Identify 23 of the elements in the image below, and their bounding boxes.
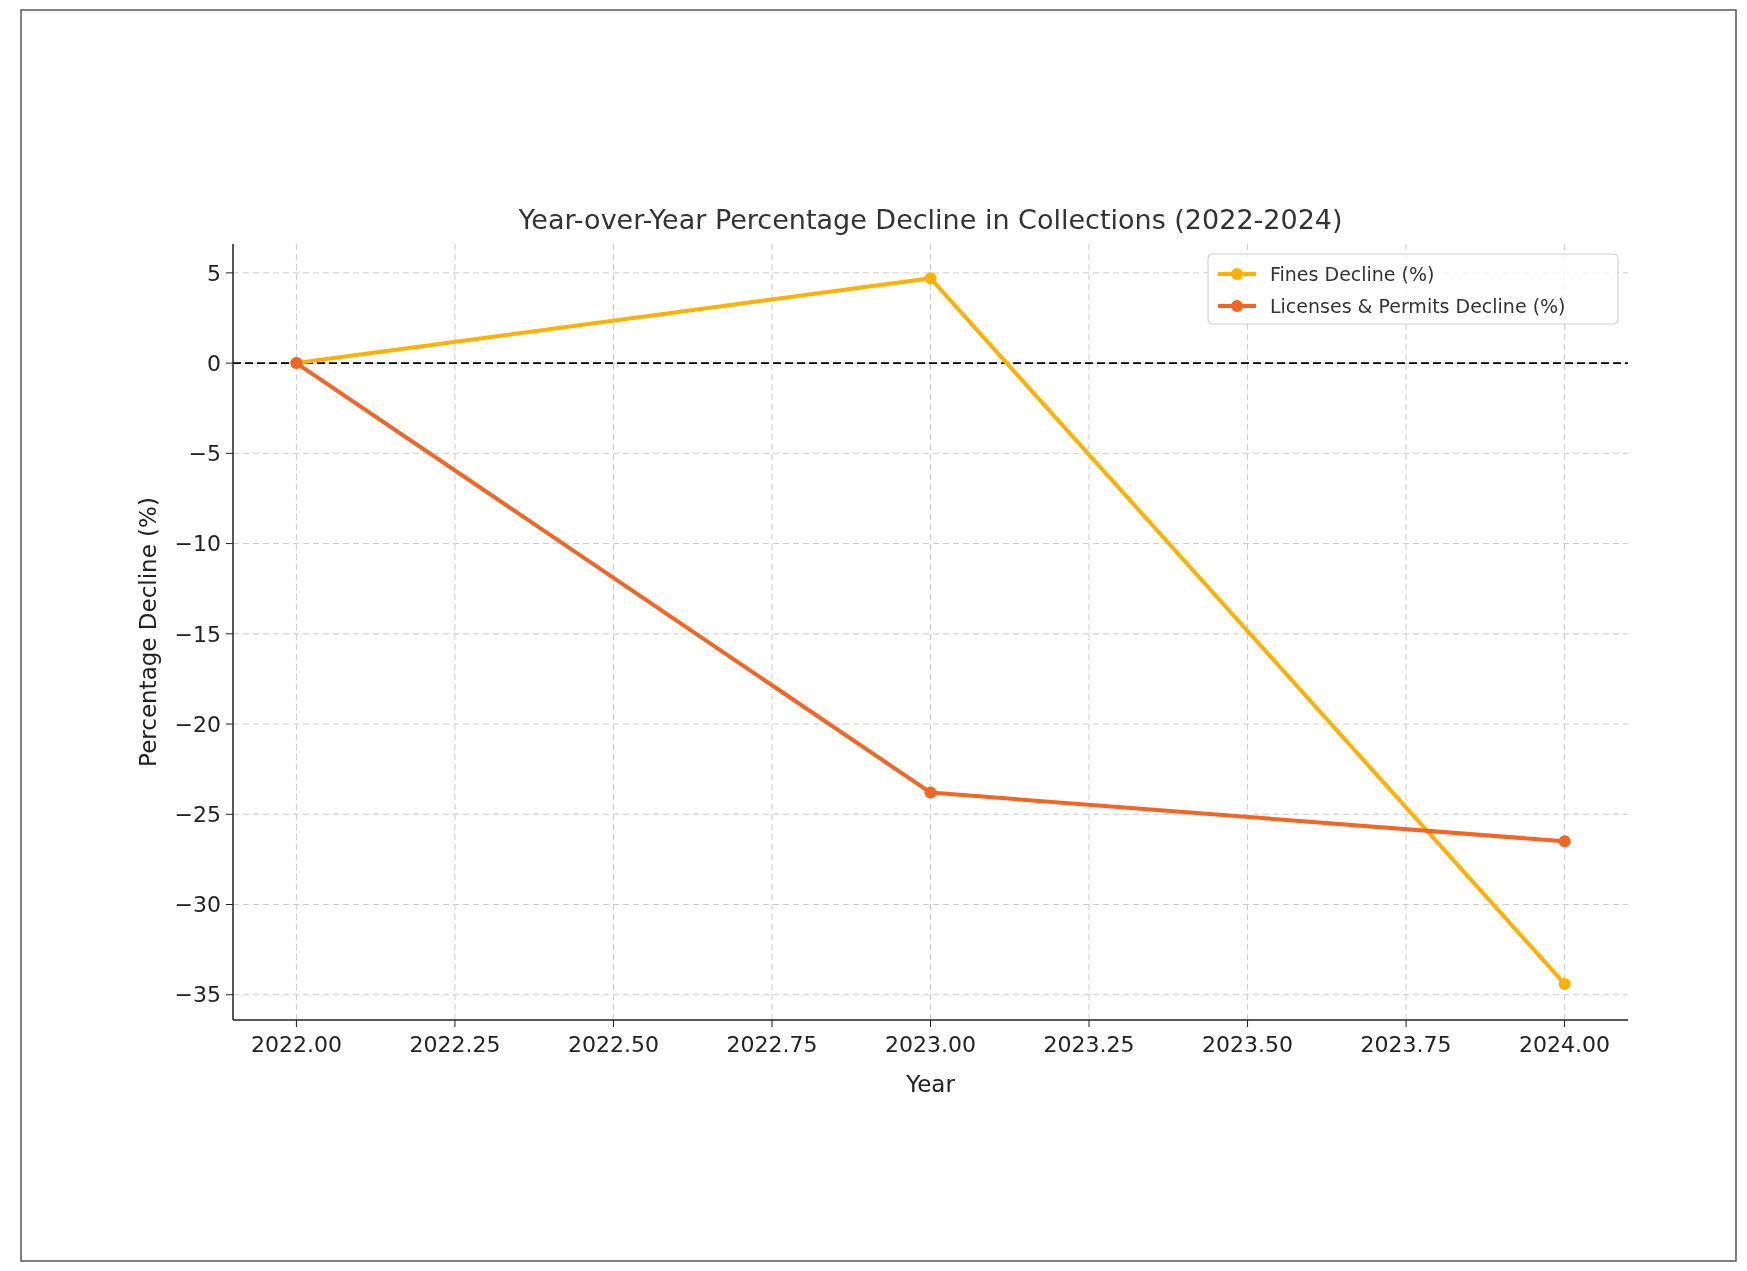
legend-label: Fines Decline (%) <box>1270 262 1435 285</box>
x-tick-label: 2022.50 <box>567 1032 659 1057</box>
x-tick-label: 2023.75 <box>1360 1032 1452 1057</box>
y-tick-label: 5 <box>207 260 221 286</box>
x-tick-label: 2022.00 <box>250 1032 342 1057</box>
x-tick-label: 2023.00 <box>885 1032 976 1057</box>
x-tick-label: 2022.25 <box>409 1032 501 1057</box>
x-axis-title: Year <box>905 1071 956 1097</box>
chart-title: Year-over-Year Percentage Decline in Collections (2022-2024) <box>517 204 1343 235</box>
y-tick-label: −30 <box>174 892 221 918</box>
y-tick-label: −10 <box>174 531 221 557</box>
y-tick-label: −5 <box>188 441 221 467</box>
x-tick-label: 2022.75 <box>726 1032 818 1057</box>
y-tick-label: −20 <box>174 711 221 737</box>
legend-label: Licenses & Permits Decline (%) <box>1270 294 1566 317</box>
x-tick-label: 2023.50 <box>1202 1032 1294 1057</box>
y-tick-label: −15 <box>174 621 221 647</box>
y-axis-title: Percentage Decline (%) <box>135 497 161 767</box>
y-tick-label: −25 <box>174 801 221 827</box>
y-tick-label: −35 <box>174 982 221 1008</box>
y-tick-label: 0 <box>207 350 221 376</box>
x-tick-label: 2023.25 <box>1043 1032 1135 1057</box>
x-tick-label: 2024.00 <box>1519 1032 1611 1057</box>
